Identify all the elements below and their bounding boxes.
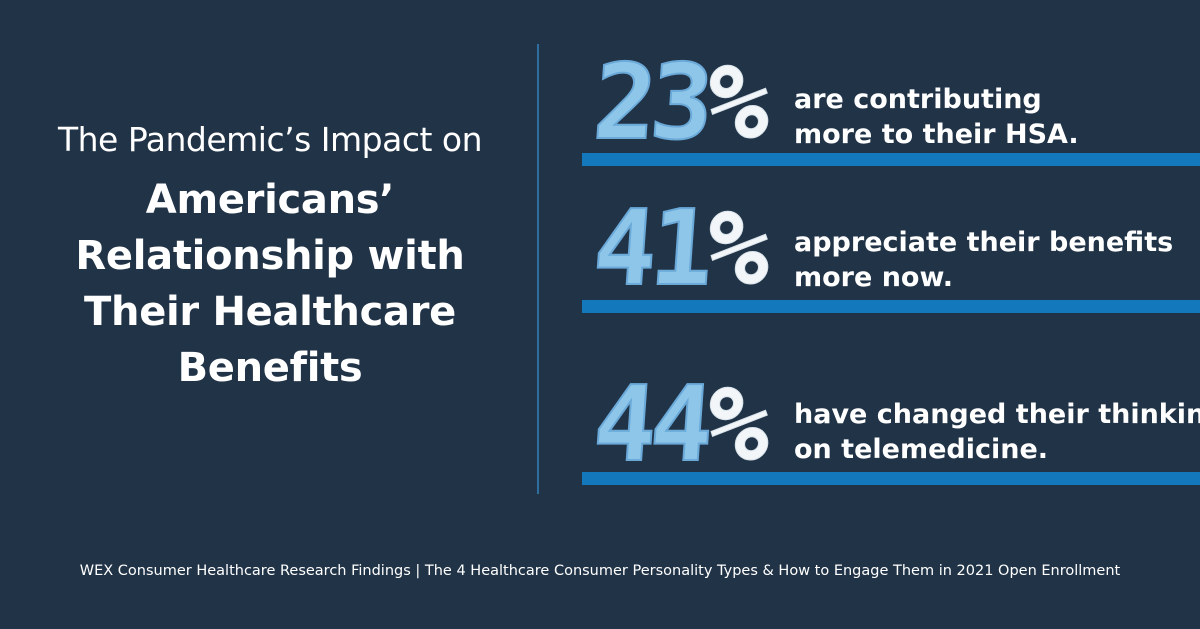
stat-3-percent-sign: % [702, 363, 769, 486]
stat-2-description: appreciate their benefits more now. [794, 225, 1173, 295]
stat-block-1: 23% are contributing more to their HSA. [582, 40, 1200, 170]
footer-caption: WEX Consumer Healthcare Research Finding… [79, 563, 1121, 579]
vertical-divider [537, 44, 539, 494]
stat-3-bar [582, 472, 1200, 485]
stat-3-number: 44% [589, 362, 769, 486]
stat-2-line-1: appreciate their benefits [794, 227, 1174, 258]
stat-1-bar [582, 153, 1200, 166]
stat-3-description: have changed their thinking on telemedic… [794, 397, 1200, 467]
stat-block-2: 41% appreciate their benefits more now. [582, 186, 1200, 321]
stat-3-line-1: have changed their thinking [794, 399, 1200, 430]
stat-2-digits: 41 [589, 186, 713, 310]
stat-1-description: are contributing more to their HSA. [794, 82, 1079, 152]
stat-2-percent-sign: % [702, 187, 769, 310]
stat-1-digits: 23 [589, 40, 713, 164]
stat-3-digits: 44 [589, 362, 713, 486]
title-subtitle: The Pandemic’s Impact on [57, 120, 483, 159]
stat-2-line-2: more now. [794, 262, 953, 293]
stat-2-number: 41% [589, 186, 769, 310]
headline-line-2: Relationship with [75, 233, 465, 279]
stat-2-bar [582, 300, 1200, 313]
stat-block-3: 44% have changed their thinking on telem… [582, 362, 1200, 492]
stat-1-number: 23% [589, 40, 769, 164]
headline-line-1: Americans’ [145, 177, 395, 223]
stat-3-line-2: on telemedicine. [794, 434, 1049, 465]
stat-1-line-2: more to their HSA. [794, 119, 1079, 150]
headline-line-3: Their Healthcare [84, 289, 456, 335]
stat-1-percent-sign: % [702, 41, 769, 164]
stat-1-line-1: are contributing [794, 84, 1042, 115]
title-block: The Pandemic’s Impact on Americans’ Rela… [30, 118, 510, 396]
title-headline: Americans’ Relationship with Their Healt… [30, 172, 510, 396]
headline-line-4: Benefits [177, 345, 363, 391]
